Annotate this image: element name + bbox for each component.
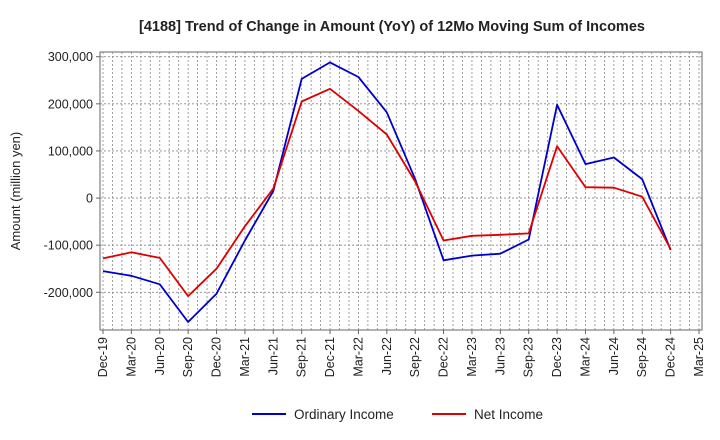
y-tick-label: -200,000 <box>44 286 93 300</box>
x-tick-label: Jun-24 <box>607 337 621 375</box>
x-tick-label: Mar-20 <box>124 337 138 377</box>
x-tick-label: Dec-21 <box>323 337 337 377</box>
x-tick-label: Sep-23 <box>522 337 536 377</box>
x-tick-label: Dec-20 <box>210 337 224 377</box>
legend: Ordinary Income Net Income <box>252 407 543 422</box>
x-tick-label: Dec-23 <box>550 337 564 377</box>
x-tick-label: Sep-22 <box>408 337 422 377</box>
x-tick-label: Mar-24 <box>578 337 592 377</box>
y-tick-label: 200,000 <box>48 97 93 111</box>
x-tick-label: Dec-19 <box>96 337 110 377</box>
x-tick-label: Jun-21 <box>266 337 280 375</box>
x-tick-label: Mar-23 <box>465 337 479 377</box>
series-line-1 <box>102 87 672 297</box>
x-tick-label: Dec-24 <box>664 337 678 377</box>
series-line-0 <box>102 61 672 323</box>
plot-area <box>99 51 703 331</box>
x-tick-label: Dec-22 <box>437 337 451 377</box>
x-tick-label: Sep-24 <box>635 337 649 377</box>
x-tick-labels: Dec-19 Mar-20 Jun-20 Sep-20 Dec-20 Mar-21 Jun-… <box>96 330 706 377</box>
series-lines <box>102 61 672 323</box>
y-tick-label: 0 <box>86 192 93 206</box>
x-tick-label: Mar-25 <box>692 337 706 377</box>
y-axis-label: Amount (million yen) <box>8 132 23 251</box>
x-tick-label: Mar-22 <box>351 337 365 377</box>
legend-label: Ordinary Income <box>294 407 394 422</box>
x-tick-label: Sep-20 <box>181 337 195 377</box>
chart-title: [4188] Trend of Change in Amount (YoY) o… <box>139 19 645 35</box>
y-tick-label: 300,000 <box>48 50 93 64</box>
plot-frame <box>99 51 703 331</box>
x-tick-label: Jun-22 <box>380 337 394 375</box>
y-tick-label: -100,000 <box>44 239 93 253</box>
y-tick-labels: -200,000 -100,000 0 100,000 200,000 300,000 <box>44 50 100 300</box>
x-tick-label: Jun-20 <box>153 337 167 375</box>
x-tick-label: Mar-21 <box>238 337 252 377</box>
legend-label: Net Income <box>474 407 543 422</box>
y-tick-label: 100,000 <box>48 144 93 158</box>
x-tick-label: Jun-23 <box>493 337 507 375</box>
x-tick-label: Sep-21 <box>295 337 309 377</box>
grid <box>100 52 702 330</box>
